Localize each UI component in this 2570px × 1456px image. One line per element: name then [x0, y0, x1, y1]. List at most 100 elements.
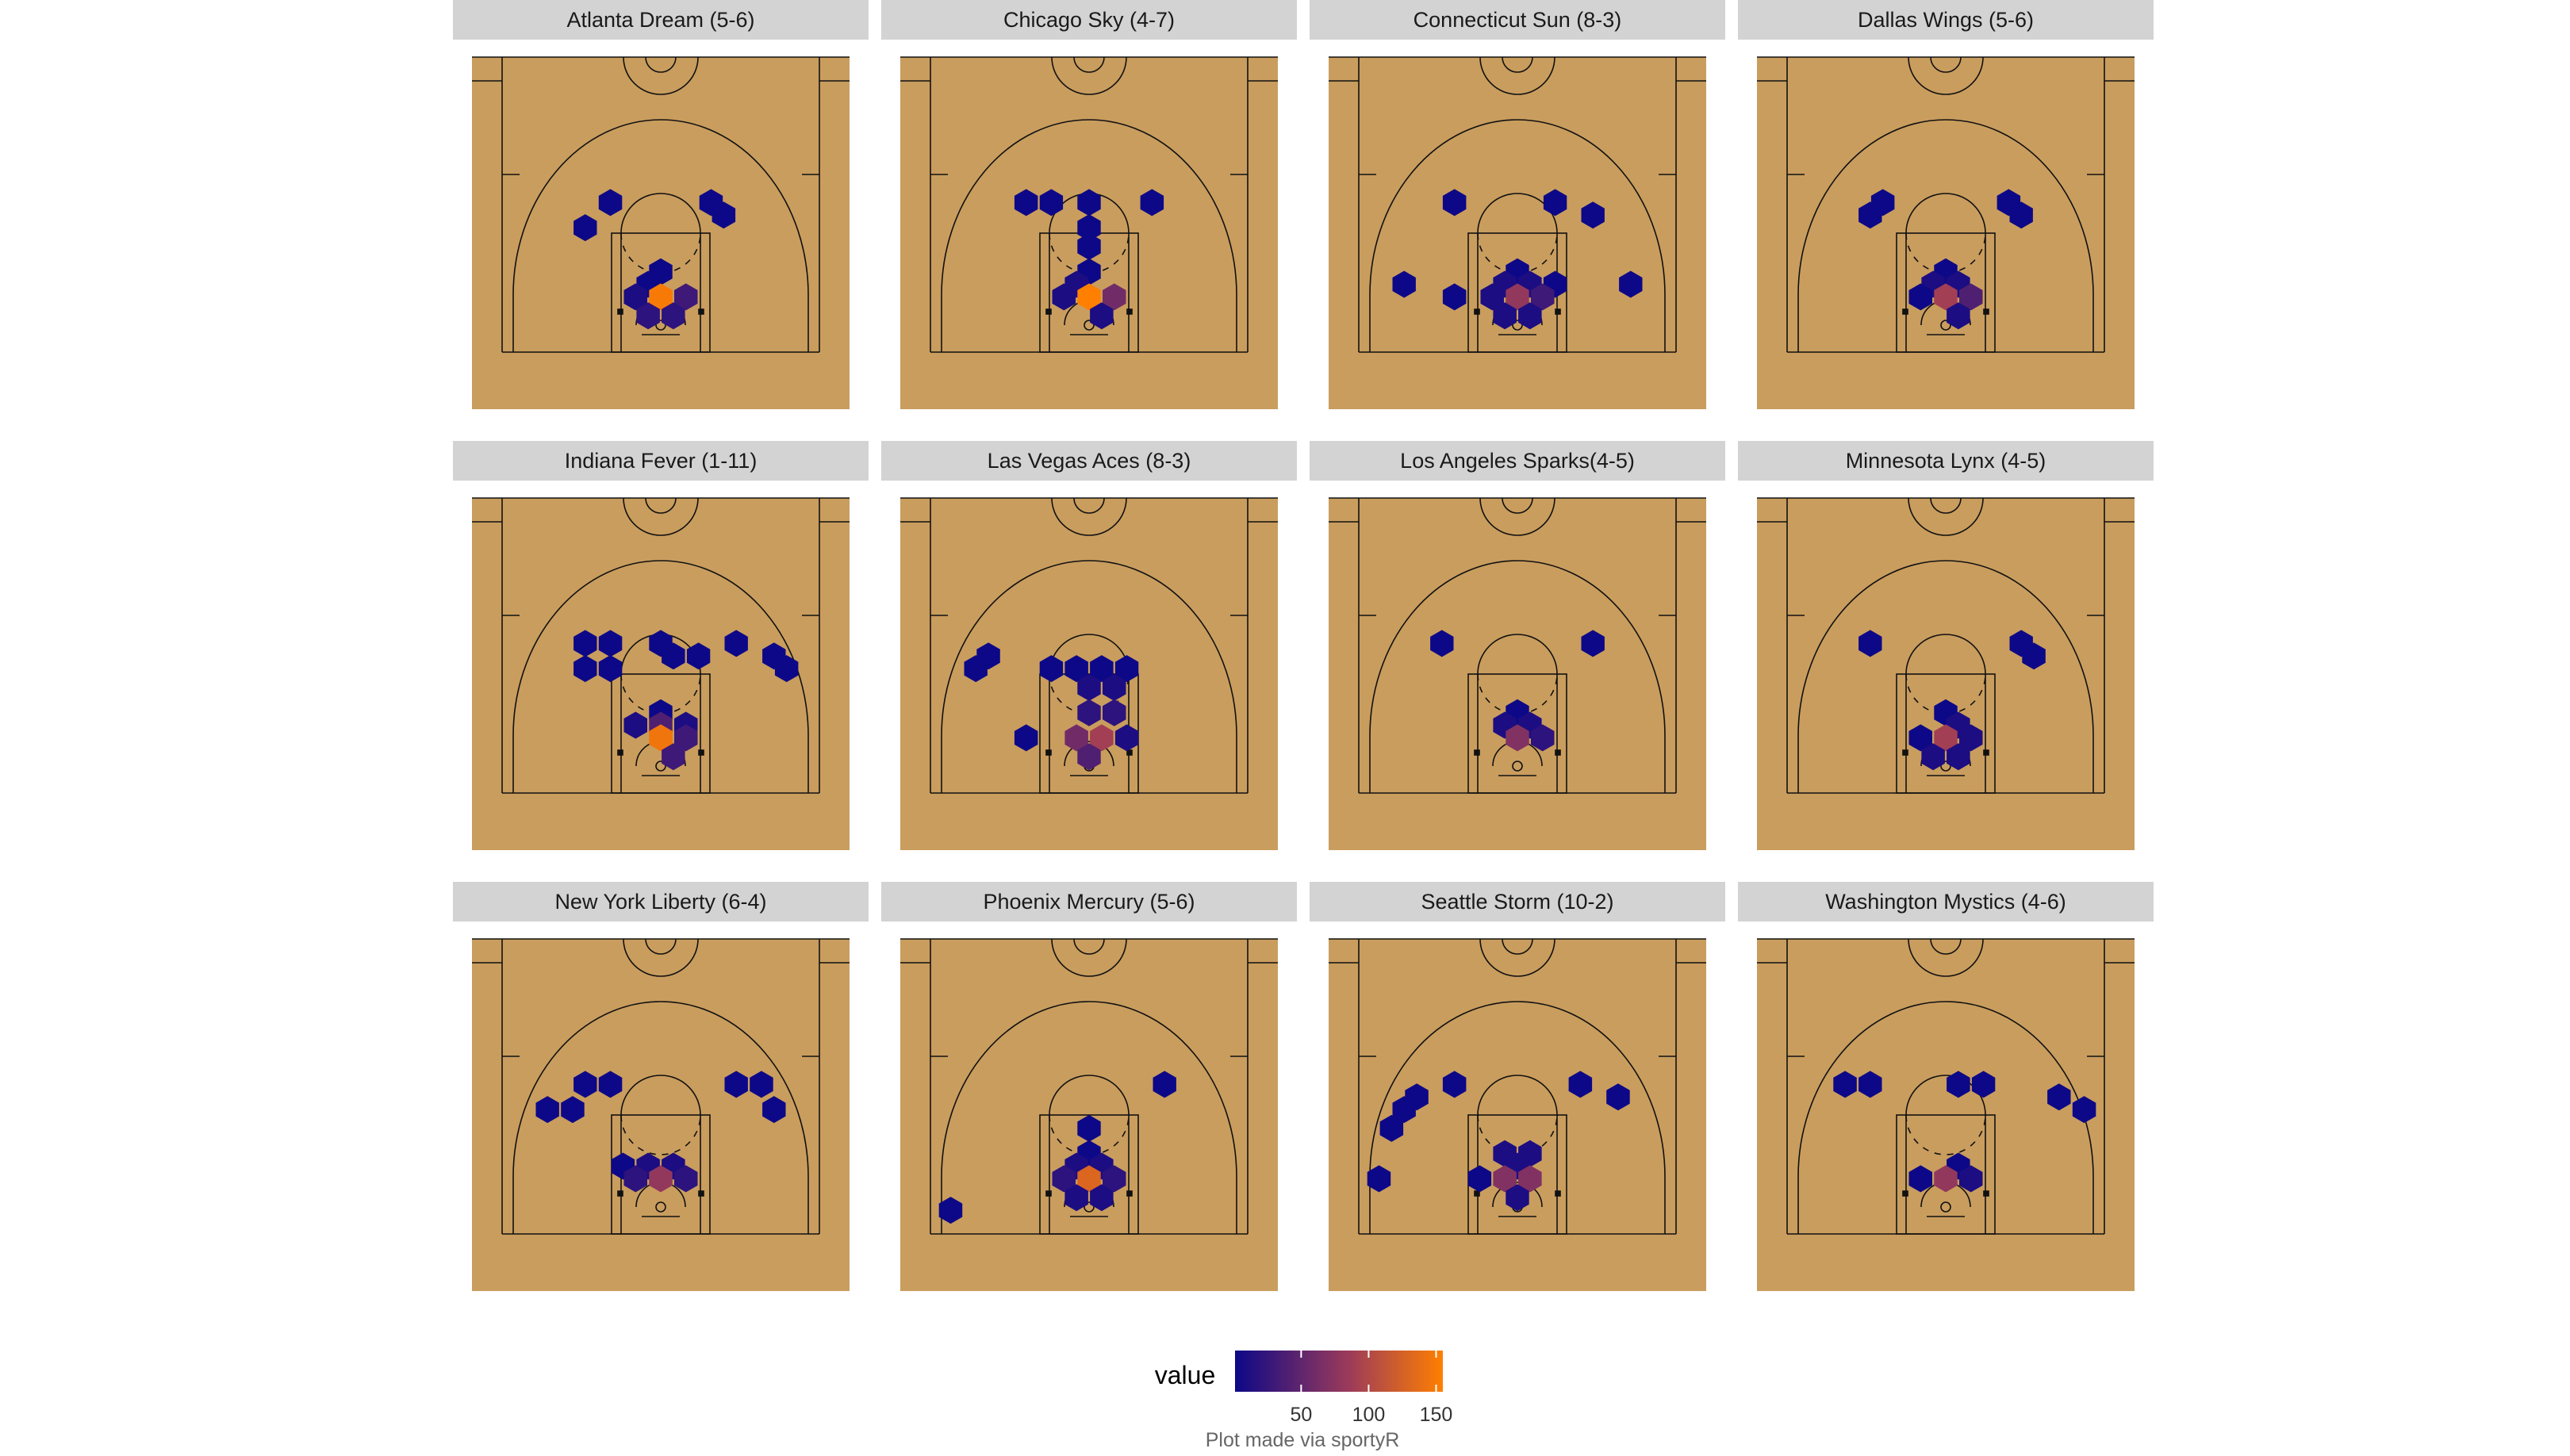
hexbin	[762, 1096, 786, 1124]
hexbin	[535, 1096, 559, 1124]
hexbin	[1014, 724, 1038, 752]
hexbin-layer	[1014, 189, 1164, 330]
hexbin	[598, 655, 623, 683]
hexbin-layer	[1858, 630, 2046, 771]
facet-title: Washington Mystics (4-6)	[1825, 890, 2066, 914]
facet-strip	[453, 441, 869, 481]
hexbin-layer	[964, 642, 1139, 771]
hexbin	[1858, 1071, 1882, 1098]
hexbin	[1543, 189, 1567, 216]
facet-panel: Phoenix Mercury (5-6)	[881, 882, 1297, 1291]
hexbin	[1947, 302, 1970, 330]
hexbin	[1039, 189, 1064, 216]
facet-strip	[881, 0, 1297, 40]
hexbin	[1077, 699, 1101, 726]
hexbin	[1392, 1096, 1416, 1124]
hexbin	[964, 655, 988, 683]
hexbin	[623, 1165, 647, 1193]
hexbin	[1014, 189, 1038, 216]
hexbin	[1493, 1165, 1517, 1193]
hexbin	[1606, 1083, 1630, 1111]
hexbin	[1531, 724, 1555, 752]
facet-title: Chicago Sky (4-7)	[1003, 8, 1175, 32]
hexbin	[674, 724, 698, 752]
hexbin-layer	[938, 1071, 1176, 1224]
hexbin	[1959, 283, 1983, 311]
hexbin	[938, 1197, 963, 1224]
hexbin	[649, 1165, 673, 1193]
hexbin	[1114, 655, 1139, 683]
hexbin	[750, 1071, 773, 1098]
colorbar-legend: value 50 100 150	[1155, 1351, 1452, 1426]
hexbin	[1052, 283, 1076, 311]
hexbin	[1077, 232, 1101, 260]
facet-strip	[1310, 0, 1725, 40]
hexbin	[1077, 283, 1101, 311]
facet-title: Seattle Storm (10-2)	[1421, 890, 1613, 914]
hexbin	[1833, 1071, 1857, 1098]
court-lines	[900, 497, 1278, 794]
facet-panel: Minnesota Lynx (4-5)	[1738, 441, 2154, 850]
hexbin	[1506, 1184, 1529, 1212]
hexbin	[1392, 270, 1416, 298]
facet-panel: Washington Mystics (4-6)	[1738, 882, 2154, 1291]
hexbin	[2009, 201, 2033, 229]
hexbin	[724, 630, 748, 657]
facet-strip	[1738, 0, 2154, 40]
hexbin	[1442, 189, 1467, 216]
facet-strip	[881, 882, 1297, 921]
hexbin	[1077, 214, 1101, 242]
hexbin	[1090, 655, 1114, 683]
hexbin	[1959, 724, 1983, 752]
hexbin-layer	[1392, 189, 1643, 330]
facet-strip	[1738, 441, 2154, 481]
hexbin	[1506, 283, 1529, 311]
hexbin	[1090, 724, 1114, 752]
facet-strip	[1310, 441, 1725, 481]
facet-strip	[881, 441, 1297, 481]
facet-title: Atlanta Dream (5-6)	[566, 8, 754, 32]
hexbin	[1581, 201, 1605, 229]
hexbin	[1442, 1071, 1467, 1098]
hexbin	[1934, 724, 1958, 752]
facet-title: Minnesota Lynx (4-5)	[1846, 449, 2046, 473]
facet-title: New York Liberty (6-4)	[554, 890, 766, 914]
hexbin	[1140, 189, 1164, 216]
hexbin	[1480, 283, 1504, 311]
hexbin	[2047, 1083, 2071, 1111]
hexbin-layer	[573, 630, 799, 771]
hexbin	[573, 214, 597, 242]
facet-strip	[453, 882, 869, 921]
hexbin	[1581, 630, 1605, 657]
facet-panel: Chicago Sky (4-7)	[881, 0, 1297, 409]
hexbin-layer	[535, 1071, 786, 1193]
hexbin	[598, 1071, 623, 1098]
hexbin	[649, 724, 673, 752]
facet-title: Phoenix Mercury (5-6)	[983, 890, 1195, 914]
hexbin	[1518, 1165, 1542, 1193]
hexbin-layer	[1367, 1071, 1630, 1212]
hexbin	[1077, 1165, 1101, 1193]
hexbin	[674, 283, 698, 311]
court-lines	[1757, 56, 2135, 353]
facet-title: Connecticut Sun (8-3)	[1414, 8, 1622, 32]
hexbin	[1921, 743, 1945, 771]
hexbin	[1467, 1165, 1492, 1193]
facet-title: Indiana Fever (1-11)	[565, 449, 758, 473]
facet-title: Las Vegas Aces (8-3)	[988, 449, 1191, 473]
hexbin	[1568, 1071, 1593, 1098]
facet-title: Los Angeles Sparks(4-5)	[1400, 449, 1635, 473]
hexbin	[1947, 743, 1970, 771]
hexbin	[598, 630, 623, 657]
facet-panel: Las Vegas Aces (8-3)	[881, 441, 1297, 850]
hexbin	[573, 630, 597, 657]
hexbin	[1531, 283, 1555, 311]
hexbin	[662, 743, 685, 771]
caption: Plot made via sportyR	[1206, 1429, 1400, 1451]
colorbar-tick-label: 100	[1352, 1404, 1386, 1426]
hexbin	[636, 302, 660, 330]
court-lines	[1329, 938, 1706, 1235]
hexbin	[1064, 655, 1088, 683]
hexbin	[1518, 302, 1542, 330]
